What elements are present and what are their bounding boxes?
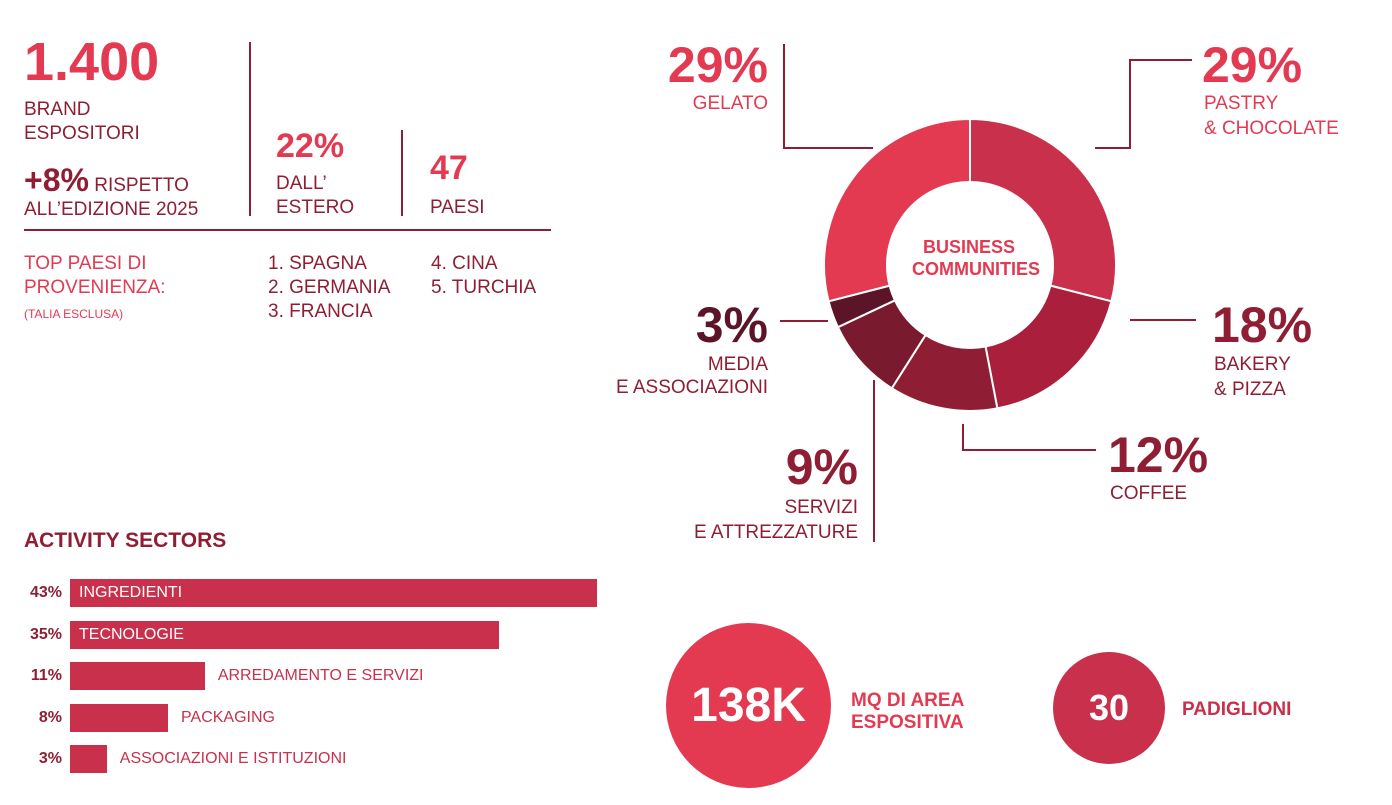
- growth-value: +8%: [24, 162, 89, 198]
- bar-category-label: ARREDAMENTO E SERVIZI: [217, 667, 424, 684]
- bar-category-label: ASSOCIAZIONI E ISTITUZIONI: [119, 750, 347, 767]
- growth-line: +8% RISPETTO: [24, 163, 189, 203]
- divider-vertical-2: [401, 130, 403, 216]
- bar-value-label: 3%: [38, 750, 62, 767]
- bar-value-label: 43%: [29, 584, 62, 601]
- foreign-label-2: ESTERO: [276, 197, 355, 218]
- divider-horizontal: [24, 229, 551, 231]
- country-item: 2. GERMANIA: [268, 277, 391, 298]
- growth-label-1: RISPETTO: [94, 175, 189, 196]
- slice-label-bakery-name-1: BAKERY: [1214, 354, 1291, 375]
- area-label-1: MQ DI AREA: [851, 690, 965, 711]
- donut-center-title: BUSINESS COMMUNITIES: [912, 237, 1040, 279]
- country-item: 3. FRANCIA: [268, 301, 373, 322]
- slice-label-gelato-name: GELATO: [692, 93, 768, 114]
- donut-slice-pastry: [969, 117, 1117, 303]
- donut-slice-gelato: [823, 117, 971, 303]
- top-countries-title-1: TOP PAESI DI: [24, 253, 147, 274]
- pavilions-circle: 30: [1053, 652, 1165, 764]
- brands-label-2: ESPOSITORI: [24, 123, 140, 144]
- brands-label-1: BRAND: [24, 99, 91, 120]
- bar-value-label: 35%: [29, 625, 62, 643]
- bar-category-label: PACKAGING: [181, 708, 275, 726]
- slice-label-pastry-name-1: PASTRY: [1204, 93, 1279, 114]
- country-item: 4. CINA: [431, 253, 498, 274]
- slice-label-servizi-name-1: SERVIZI: [784, 497, 858, 518]
- slice-label-media-name-1: MEDIA: [707, 354, 768, 375]
- leader-line-pastry: [1095, 59, 1192, 149]
- top-countries-title-2: PROVENIENZA:: [24, 277, 166, 298]
- bar-category-label: INGREDIENTI: [79, 584, 183, 601]
- slice-label-media-name-2: E ASSOCIAZIONI: [615, 377, 768, 398]
- slice-label-bakery-value: 18%: [1212, 297, 1313, 353]
- activity-sectors-title: ACTIVITY SECTORS: [24, 529, 227, 552]
- slice-label-coffee-name: COFFEE: [1110, 483, 1188, 504]
- pavilions-value: 30: [1088, 687, 1130, 728]
- slice-label-pastry-name-2: & CHOCOLATE: [1204, 118, 1339, 139]
- country-item: 1. SPAGNA: [268, 253, 367, 274]
- slice-label-servizi-name-2: E ATTREZZATURE: [694, 522, 858, 543]
- divider-vertical-1: [249, 42, 251, 216]
- countries-label: PAESI: [430, 197, 485, 218]
- bar-category-label: TECNOLOGIE: [79, 625, 184, 643]
- bar-value-label: 8%: [38, 708, 62, 726]
- leader-line-coffee: [962, 424, 1096, 451]
- slice-label-gelato-value: 29%: [667, 37, 768, 93]
- brands-value: 1.400: [24, 32, 160, 92]
- area-value: 138K: [691, 679, 806, 732]
- bar-value-label: 11%: [30, 667, 62, 684]
- leader-line-gelato: [783, 44, 873, 149]
- slice-label-bakery-name-2: & PIZZA: [1214, 379, 1286, 400]
- area-circle: 138K: [666, 623, 831, 788]
- slice-label-servizi-value: 9%: [785, 439, 858, 495]
- growth-label-2: ALL’EDIZIONE 2025: [24, 199, 199, 220]
- top-countries-note: (TALIA ESCLUSA): [24, 307, 124, 321]
- slice-label-coffee-value: 12%: [1108, 427, 1209, 483]
- bar: [70, 703, 169, 732]
- country-item: 5. TURCHIA: [431, 277, 537, 298]
- bar: [70, 620, 499, 649]
- foreign-label-1: DALL’: [276, 173, 327, 194]
- area-label-2: ESPOSITIVA: [851, 712, 964, 733]
- slice-label-media-value: 3%: [695, 297, 768, 353]
- foreign-value: 22%: [276, 127, 345, 165]
- bar: [70, 662, 205, 690]
- slice-label-pastry-value: 29%: [1202, 37, 1303, 93]
- bar: [70, 579, 597, 607]
- bar: [70, 745, 107, 773]
- donut-slice-bakery: [984, 284, 1113, 410]
- pavilions-label: PADIGLIONI: [1182, 699, 1292, 720]
- countries-value: 47: [430, 149, 468, 187]
